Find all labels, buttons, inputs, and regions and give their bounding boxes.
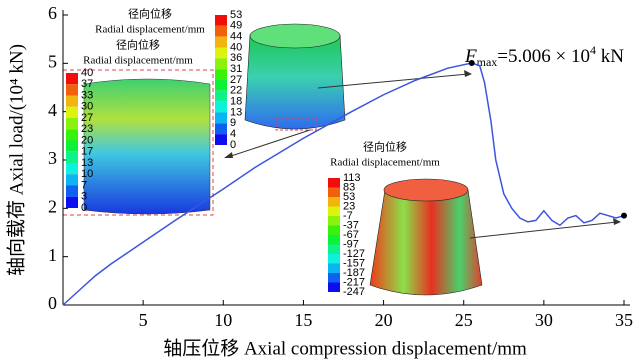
y-tick-label: 4	[48, 100, 57, 120]
colorbar-swatch	[215, 102, 227, 113]
annotation-text: =5.006 × 10	[497, 46, 590, 67]
colorbar-swatch	[328, 283, 340, 293]
colorbar-swatch	[215, 37, 227, 48]
colorbar-label: 27	[81, 112, 93, 124]
y-tick-label: 1	[48, 245, 57, 265]
colorbar-swatch	[328, 254, 340, 264]
colorbar-swatch	[66, 197, 78, 208]
colorbar-swatch	[66, 174, 78, 185]
colorbar-label: 23	[81, 123, 93, 135]
colorbar-swatch	[328, 216, 340, 226]
colorbar-swatch	[328, 188, 340, 198]
colorbar-swatch	[66, 84, 78, 95]
colorbar-swatch	[66, 107, 78, 118]
y-tick-label: 0	[48, 293, 57, 313]
colorbar-label: 30	[81, 101, 93, 113]
y-tick-label: 3	[48, 148, 57, 168]
chart: 轴压位移 Axial compression displacement/mm 轴…	[0, 0, 644, 363]
colorbar-swatch	[66, 73, 78, 84]
cylinder-top	[384, 179, 468, 201]
x-tick-label: 35	[615, 310, 633, 330]
colorbar-swatch	[215, 134, 227, 145]
colorbar-swatch	[215, 58, 227, 69]
colorbar-swatch	[328, 226, 340, 236]
colorbar-swatch	[66, 186, 78, 197]
colorbar-swatch	[328, 197, 340, 207]
colorbar-label: 0	[81, 202, 87, 214]
arrow-head	[464, 70, 472, 77]
colorbar-title: Radial displacement/mm	[95, 24, 205, 36]
colorbar-swatch	[215, 48, 227, 59]
colorbar-label: 33	[81, 89, 93, 101]
arrow-head	[613, 218, 621, 225]
colorbar-label: 20	[81, 134, 93, 146]
colorbar-swatch	[66, 129, 78, 140]
y-tick-label: 6	[48, 3, 57, 23]
colorbar-swatch	[66, 141, 78, 152]
cylinder-top	[250, 24, 340, 48]
colorbar-label: 10	[81, 168, 93, 180]
x-tick-label: 20	[375, 310, 393, 330]
colorbar-swatch	[215, 15, 227, 26]
colorbar-label: 3	[81, 191, 87, 203]
x-tick-label: 15	[294, 310, 312, 330]
colorbar-label: 37	[81, 78, 93, 90]
colorbar-swatch	[66, 152, 78, 163]
x-axis-label: 轴压位移 Axial compression displacement/mm	[163, 337, 527, 359]
y-tick-label: 5	[48, 51, 57, 71]
colorbar-swatch	[328, 235, 340, 245]
colorbar-swatch	[215, 26, 227, 37]
colorbar-title: Radial displacement/mm	[330, 157, 440, 169]
colorbar-swatch	[328, 264, 340, 274]
colorbar-swatch	[328, 178, 340, 188]
point-marker	[621, 213, 627, 219]
colorbar-swatch	[215, 113, 227, 124]
x-tick-label: 5	[139, 310, 148, 330]
colorbar-title: Radial displacement/mm	[83, 55, 193, 67]
colorbar-label: 40	[81, 67, 93, 79]
y-tick-label: 2	[48, 196, 57, 216]
colorbar-title: 径向位移	[363, 140, 407, 154]
colorbar-label: 7	[81, 179, 87, 191]
colorbar-swatch	[215, 91, 227, 102]
x-tick-label: 10	[214, 310, 232, 330]
colorbar-label: 0	[230, 139, 236, 151]
colorbar-swatch	[66, 96, 78, 107]
colorbar-swatch	[328, 273, 340, 283]
annotation: Fmax=5.006 × 104 kN	[464, 43, 624, 69]
colorbar-swatch	[215, 80, 227, 91]
colorbar-label: 13	[81, 157, 93, 169]
colorbar-swatch	[66, 163, 78, 174]
colorbar-title: 径向位移	[116, 38, 160, 52]
colorbar-label: -247	[343, 286, 365, 298]
annotation-unit: kN	[596, 46, 624, 67]
y-axis-label: 轴向载荷 Axial load/(10⁴ kN)	[5, 44, 27, 276]
colorbar-swatch	[66, 118, 78, 129]
colorbar-swatch	[215, 123, 227, 134]
x-tick-label: 25	[455, 310, 473, 330]
colorbar-swatch	[328, 207, 340, 217]
arrow	[228, 130, 310, 157]
colorbar-label: 17	[81, 146, 93, 158]
colorbar-swatch	[328, 245, 340, 255]
point-marker	[469, 60, 475, 66]
colorbar-title: 径向位移	[128, 7, 172, 21]
x-tick-label: 30	[535, 310, 553, 330]
arrow-head	[224, 152, 233, 158]
arrow	[470, 222, 617, 238]
colorbar-swatch	[215, 69, 227, 80]
inset-panel	[84, 79, 210, 214]
